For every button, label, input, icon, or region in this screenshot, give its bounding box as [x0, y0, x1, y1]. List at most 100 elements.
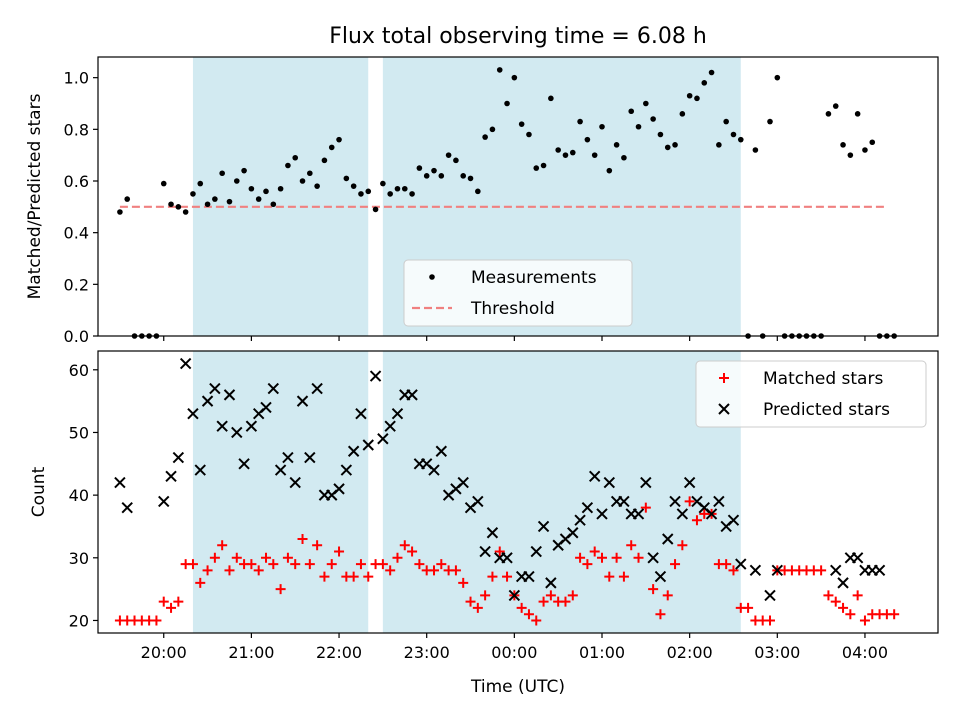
legend-box	[403, 259, 633, 327]
measurement-point	[475, 188, 481, 195]
y-tick-label: 20	[69, 611, 89, 630]
matched-star-point	[743, 602, 754, 613]
matched-star-point	[436, 559, 447, 570]
predicted-star-point	[267, 382, 280, 395]
measurement-point	[124, 196, 131, 202]
predicted-star-point	[347, 445, 360, 457]
x-tick-label: 20:00	[141, 643, 187, 662]
predicted-star-point	[165, 470, 177, 483]
measurement-point	[555, 147, 561, 153]
measurement-point	[197, 180, 204, 187]
predicted-star-point	[472, 495, 484, 508]
measurement-point	[606, 167, 613, 174]
predicted-star-point	[260, 401, 272, 414]
matched-star-point	[538, 596, 549, 607]
measurement-point	[533, 165, 540, 171]
predicted-star-point	[523, 570, 535, 583]
matched-star-point	[611, 552, 622, 563]
measurement-point	[372, 206, 379, 213]
bottom-panel: 20 30 40 50 60 20:00 21:00 22:00 23:00 00:00 01:00…	[29, 350, 939, 662]
measurement-point	[423, 173, 430, 179]
measurement-point	[489, 126, 496, 133]
matched-star-point	[326, 559, 337, 570]
matched-star-point	[502, 571, 513, 582]
predicted-star-point	[391, 407, 404, 420]
measurement-point	[723, 118, 729, 125]
matched-star-point	[597, 552, 607, 563]
measurement-point	[774, 74, 781, 81]
measurement-point	[182, 209, 189, 215]
matched-star-point	[852, 590, 863, 601]
y-tick-label: 0.0	[64, 327, 89, 346]
measurement-point	[599, 123, 605, 130]
matched-star-point	[823, 590, 834, 601]
measurement-point	[621, 154, 627, 161]
measurement-point	[526, 131, 532, 138]
legend-marker-predicted	[718, 403, 730, 415]
predicted-star-point	[428, 464, 440, 476]
predicted-star-point	[749, 564, 762, 577]
matched-star-point	[589, 546, 600, 557]
matched-star-point	[523, 609, 534, 620]
matched-star-point	[633, 552, 644, 563]
measurement-point	[380, 180, 386, 187]
y-tick-label: 50	[69, 423, 89, 442]
y-tick-label: 0.2	[64, 275, 89, 294]
matched-star-point	[429, 565, 439, 576]
predicted-star-point	[121, 501, 133, 514]
measurement-point	[321, 157, 328, 164]
matched-star-point	[282, 552, 293, 563]
predicted-star-point	[333, 483, 345, 495]
measurement-point	[854, 111, 861, 117]
measurement-point	[160, 180, 167, 187]
matched-star-point	[765, 615, 775, 626]
predicted-star-point	[223, 389, 236, 401]
predicted-star-point	[574, 514, 586, 526]
predicted-star-point	[647, 552, 659, 564]
matched-star-point	[304, 559, 315, 570]
measurement-point	[548, 95, 554, 102]
measurement-point	[416, 165, 423, 171]
matched-star-point	[231, 552, 242, 563]
measurement-point	[350, 183, 357, 189]
matched-star-point	[684, 496, 695, 507]
predicted-star-point	[851, 552, 864, 564]
measurement-point	[241, 167, 247, 174]
measurement-point	[694, 95, 700, 102]
y-tick-label: 0.8	[64, 120, 89, 139]
measurement-point	[650, 116, 656, 122]
measurement-point	[270, 201, 277, 208]
x-axis-label: Time (UTC)	[470, 677, 565, 697]
measurement-point	[708, 69, 715, 76]
measurement-point	[862, 147, 868, 153]
y-tick-label: 60	[69, 361, 89, 380]
measurement-point	[584, 136, 591, 143]
matched-star-point	[567, 590, 578, 601]
matched-star-point	[290, 559, 301, 570]
predicted-star-point	[486, 527, 499, 539]
measurement-point	[343, 175, 350, 182]
predicted-star-point	[172, 451, 185, 464]
x-tick-label: 22:00	[316, 643, 362, 662]
matched-star-point	[516, 602, 527, 613]
matched-star-point	[195, 577, 206, 588]
measurement-point	[577, 118, 583, 125]
predicted-star-point	[705, 508, 718, 520]
measurement-point	[401, 185, 408, 192]
measurement-point	[672, 142, 678, 148]
predicted-star-point	[603, 476, 616, 489]
legend-label: Matched stars	[763, 369, 883, 389]
measurement-point	[767, 118, 773, 125]
predicted-star-point	[830, 564, 842, 577]
matched-star-point	[655, 609, 666, 620]
measurement-point	[226, 198, 233, 205]
predicted-star-point	[654, 570, 667, 583]
matched-star-point	[217, 540, 228, 551]
measurement-point	[263, 188, 269, 195]
measurement-point	[277, 185, 284, 192]
matched-star-point	[721, 559, 732, 570]
shaded-interval	[192, 57, 369, 336]
measurement-point	[292, 154, 299, 161]
measurement-point	[664, 144, 671, 151]
matched-star-point	[458, 577, 469, 588]
